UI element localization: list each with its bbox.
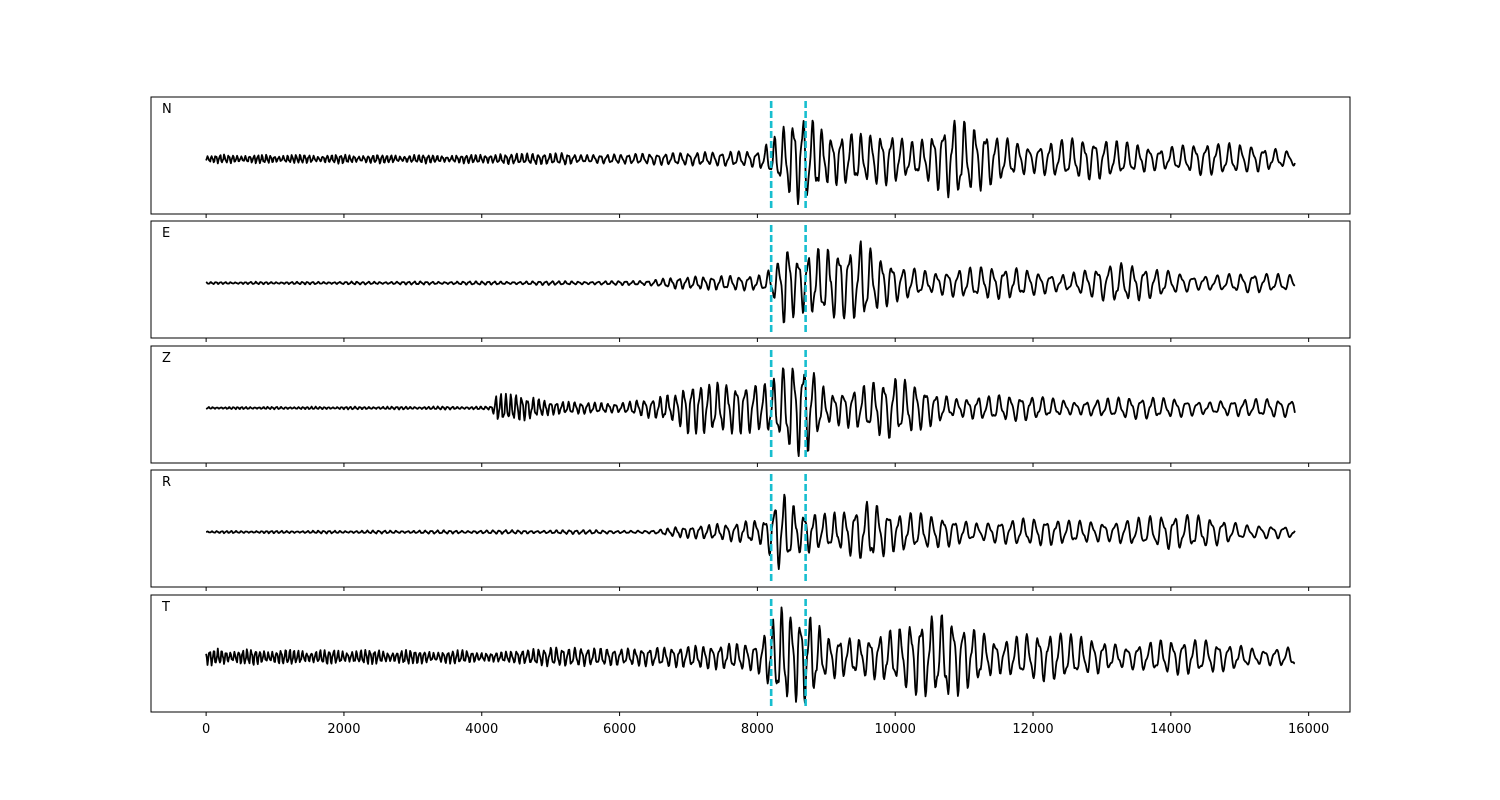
x-tick-label: 0: [202, 722, 210, 737]
panel-r: R: [150, 469, 1351, 591]
panels-group: N E Z R T: [150, 96, 1351, 716]
trace-line-t: [205, 606, 1296, 704]
panel-frame: [150, 594, 1351, 713]
trace-line-n: [205, 119, 1296, 206]
x-tick-label: 10000: [875, 722, 916, 737]
panel-z: Z: [150, 345, 1351, 467]
panel-label-e: E: [162, 226, 170, 241]
panel-e: E: [150, 220, 1351, 342]
trace-line-e: [205, 240, 1296, 324]
panel-t: T: [150, 594, 1351, 716]
trace-line-r: [205, 493, 1296, 570]
x-tick-label: 14000: [1150, 722, 1191, 737]
x-tick-label: 16000: [1288, 722, 1329, 737]
panel-label-t: T: [161, 600, 170, 615]
panel-label-r: R: [162, 475, 171, 490]
trace-line-z: [205, 367, 1296, 457]
panel-frame: [150, 345, 1351, 464]
panel-label-n: N: [162, 102, 172, 117]
panel-frame: [150, 469, 1351, 588]
panel-frame: [150, 96, 1351, 215]
x-tick-label: 2000: [327, 722, 360, 737]
x-tick-label: 6000: [603, 722, 636, 737]
panel-n: N: [150, 96, 1351, 218]
x-axis: 0 2000 4000 6000 8000 10000 12000 14000 16000: [202, 722, 1329, 737]
x-tick-label: 12000: [1012, 722, 1053, 737]
x-tick-label: 8000: [741, 722, 774, 737]
panel-label-z: Z: [162, 351, 171, 366]
x-tick-label: 4000: [465, 722, 498, 737]
